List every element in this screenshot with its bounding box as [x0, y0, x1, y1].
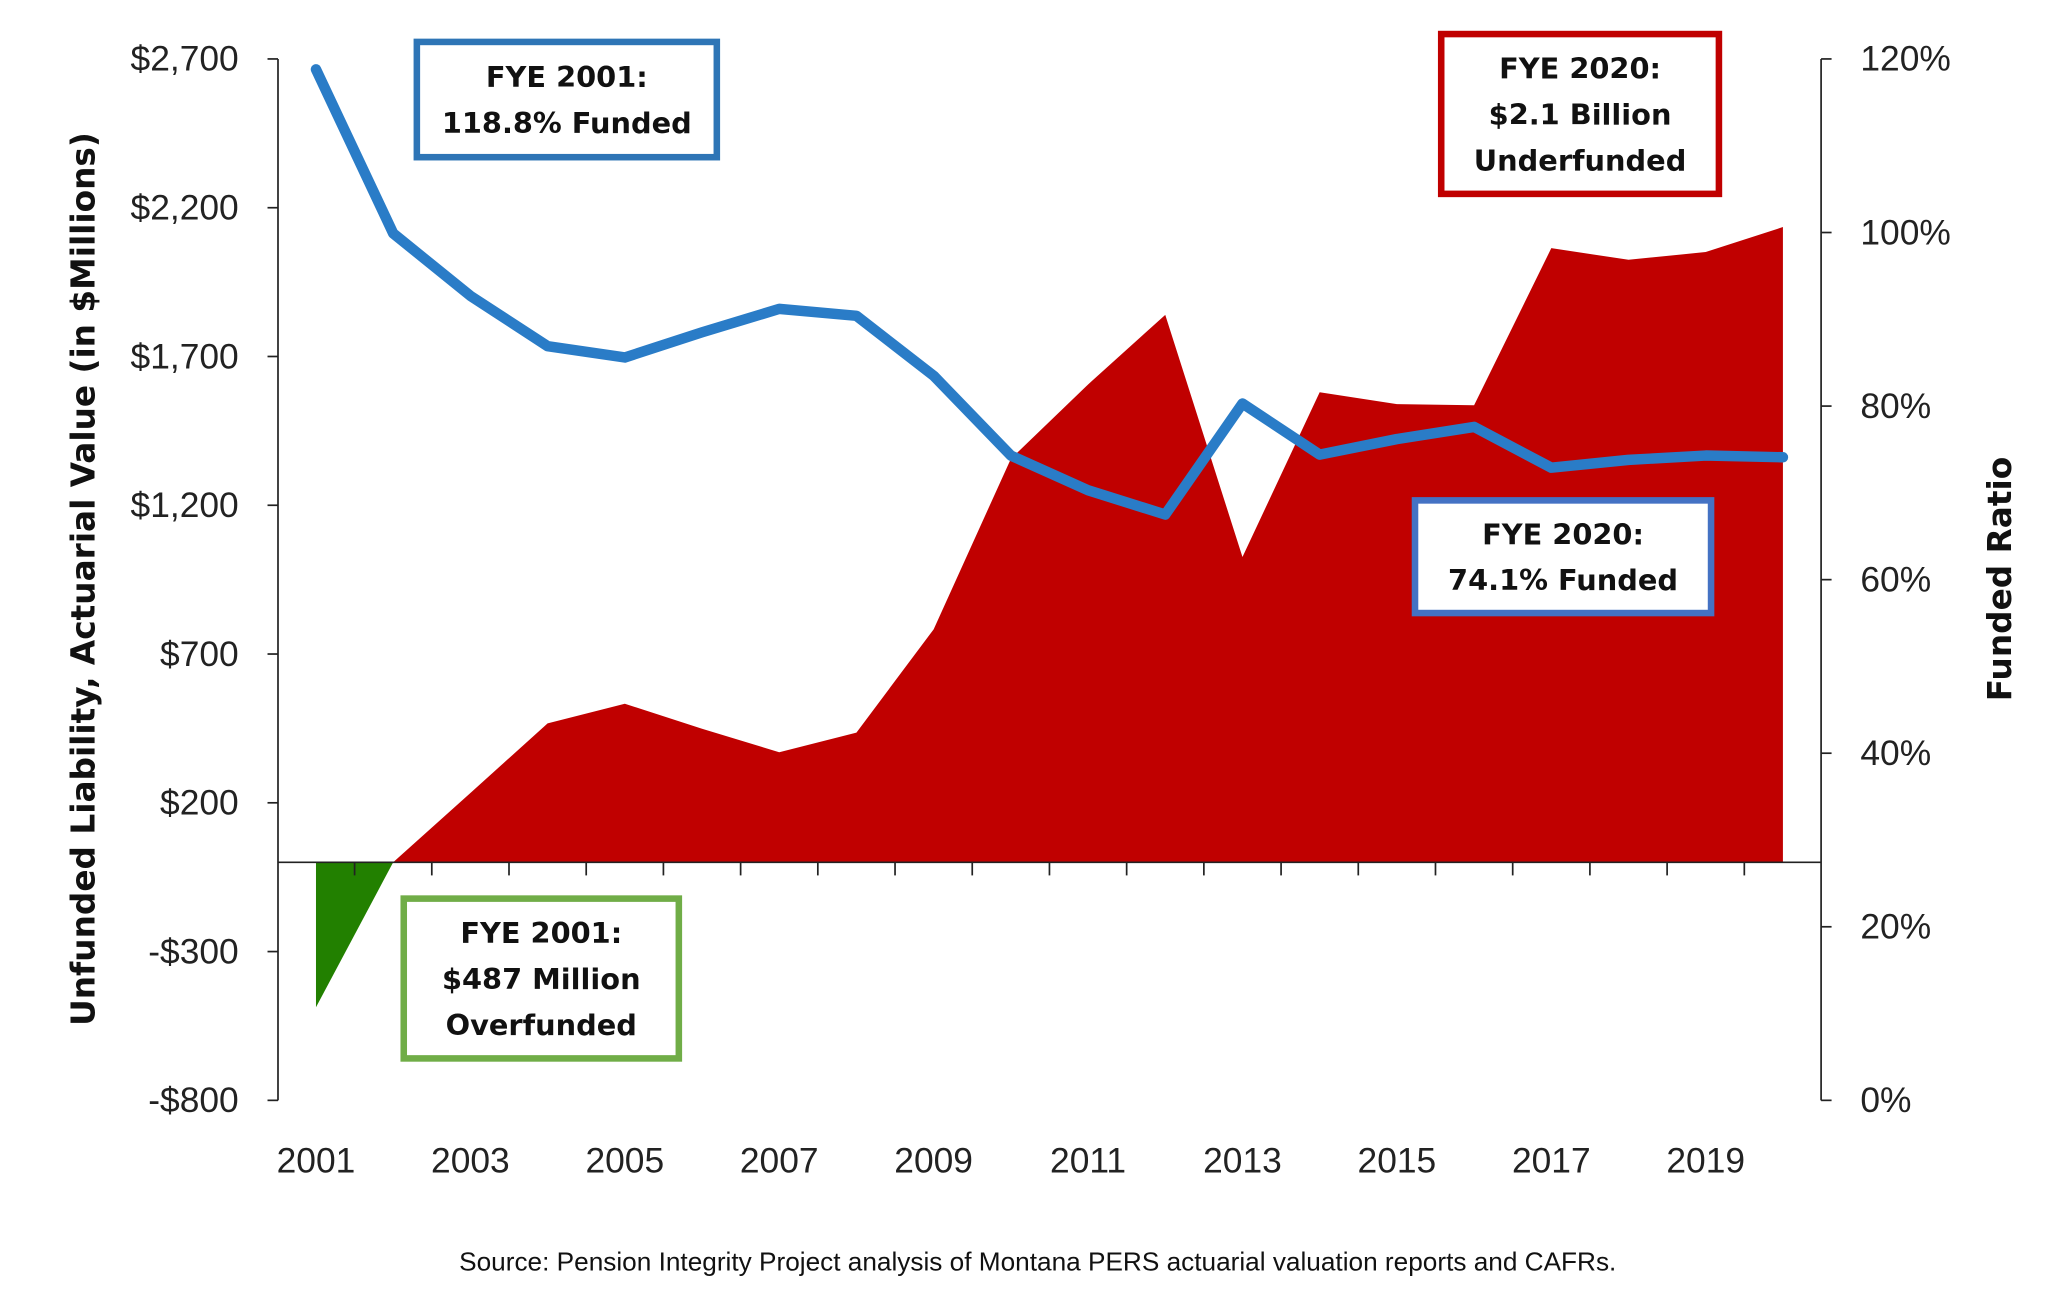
annotation-text: Overfunded [446, 1008, 637, 1042]
left-tick-label: -$300 [148, 932, 238, 971]
x-tick-label: 2019 [1666, 1141, 1745, 1180]
right-tick-label: 20% [1860, 908, 1931, 947]
x-tick-label: 2003 [431, 1141, 510, 1180]
x-tick-label: 2011 [1050, 1141, 1126, 1180]
annotation-box: FYE 2001: 118.8% Funded [413, 38, 721, 161]
annotations: FYE 2001: 118.8% Funded FYE 2020: $2.1 Bill… [400, 30, 1723, 1062]
x-tick-label: 2007 [740, 1141, 819, 1180]
left-tick-label: $2,200 [131, 189, 239, 228]
annotation-text: $487 Million [442, 962, 641, 996]
left-tick-label: $1,700 [131, 337, 239, 376]
right-tick-label: 120% [1860, 40, 1950, 79]
annotation-box: FYE 2020: 74.1% Funded [1411, 497, 1715, 617]
left-tick-label: $2,700 [131, 40, 239, 79]
left-tick-label: $1,200 [131, 486, 239, 525]
right-tick-label: 40% [1860, 734, 1931, 773]
annotation-text: FYE 2001: [460, 916, 622, 950]
underfunded-area [315, 227, 1783, 863]
annotation-text: $2.1 Billion [1489, 97, 1672, 131]
annotation-text: 118.8% Funded [442, 106, 692, 140]
x-tick-label: 2009 [894, 1141, 973, 1180]
funded-ratio-polyline [310, 64, 1789, 520]
annotation-box: FYE 2020: $2.1 Billion Underfunded [1437, 30, 1723, 198]
annotation-text: FYE 2020: [1499, 52, 1661, 86]
annotation-border [1411, 497, 1715, 617]
funded-ratio-line [310, 64, 1789, 520]
left-axis-title: Unfunded Liability, Actuarial Value (in … [65, 132, 103, 1026]
left-tick-label: $200 [160, 784, 239, 823]
annotation-text: FYE 2020: [1482, 517, 1644, 551]
annotation-text: Underfunded [1474, 143, 1687, 177]
left-tick-label: -$800 [148, 1081, 238, 1120]
annotation-text: FYE 2001: [486, 60, 648, 94]
source-note: Source: Pension Integrity Project analys… [459, 1247, 1616, 1277]
annotation-border [1437, 30, 1723, 198]
x-tick-label: 2001 [277, 1141, 356, 1180]
annotation-box: FYE 2001: $487 Million Overfunded [400, 895, 683, 1062]
x-tick-label: 2017 [1512, 1141, 1591, 1180]
annotation-border [400, 895, 683, 1062]
right-tick-label: 0% [1860, 1081, 1911, 1120]
axes: $2,700 $2,200 $1,700 $1,200 $700 $200 -$300 -$8… [131, 40, 1951, 1181]
left-tick-label: $700 [160, 635, 239, 674]
x-tick-label: 2005 [585, 1141, 664, 1180]
x-tick-label: 2015 [1358, 1141, 1437, 1180]
right-tick-label: 60% [1860, 560, 1931, 599]
annotation-text: 74.1% Funded [1448, 563, 1678, 597]
unfunded-liability-area [315, 227, 1783, 1008]
x-tick-label: 2013 [1203, 1141, 1282, 1180]
right-axis-title: Funded Ratio [1981, 457, 2019, 701]
annotation-border [413, 38, 721, 161]
right-tick-label: 100% [1860, 213, 1950, 252]
right-tick-label: 80% [1860, 387, 1931, 426]
